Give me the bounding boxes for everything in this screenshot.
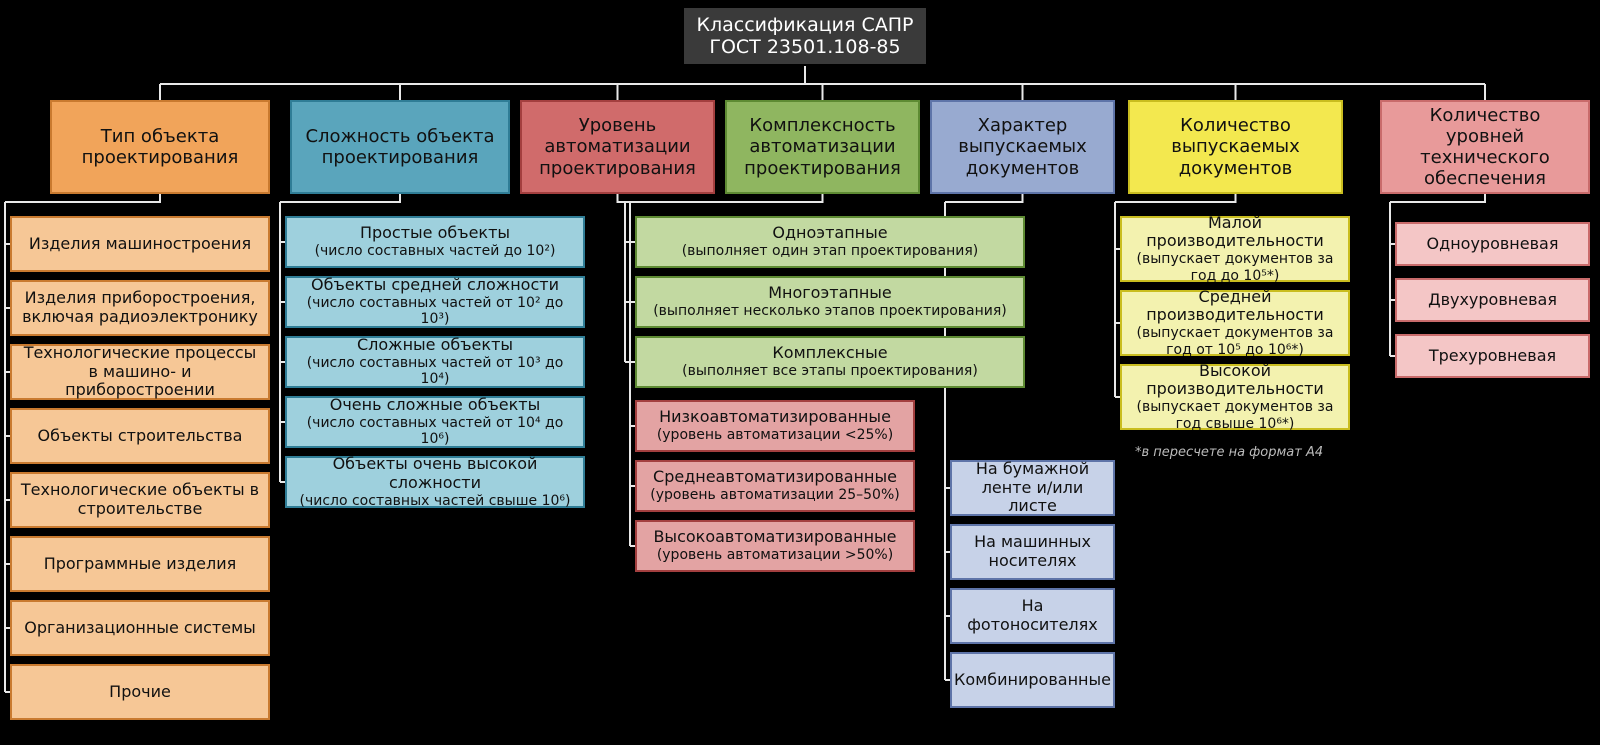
leaf-title: Изделия машиностроения (29, 235, 251, 254)
leaf-subtitle: (уровень автоматизации 25–50%) (650, 487, 899, 504)
category-c6: Количество выпускаемых документов (1128, 100, 1343, 194)
leaf-subtitle: (выполняет все этапы проектирования) (682, 363, 978, 380)
root-title-line1: Классификация САПР (697, 14, 914, 36)
leaf-c3-2: Высокоавтоматизированные(уровень автомат… (635, 520, 915, 572)
leaf-c5-1: На машинных носителях (950, 524, 1115, 580)
leaf-c2-3: Очень сложные объекты(число составных ча… (285, 396, 585, 448)
leaf-c7-1: Двухуровневая (1395, 278, 1590, 322)
leaf-subtitle: (выпускает документов за год свыше 10⁶*) (1130, 399, 1340, 432)
leaf-title: Сложные объекты (357, 336, 513, 355)
leaf-c6-0: Малой производительности(выпускает докум… (1120, 216, 1350, 282)
leaf-title: Одноэтапные (772, 224, 887, 243)
category-c5: Характер выпускаемых документов (930, 100, 1115, 194)
leaf-c6-2: Высокой производительности(выпускает док… (1120, 364, 1350, 430)
leaf-c4-1: Многоэтапные(выполняет несколько этапов … (635, 276, 1025, 328)
leaf-title: Двухуровневая (1428, 291, 1557, 310)
leaf-title: Организационные системы (24, 619, 256, 638)
leaf-title: На машинных носителях (960, 533, 1105, 571)
leaf-subtitle: (уровень автоматизации >50%) (657, 547, 893, 564)
leaf-c1-1: Изделия приборостроения, включая радиоэл… (10, 280, 270, 336)
category-c1: Тип объекта проектирования (50, 100, 270, 194)
leaf-title: Низкоавтоматизированные (659, 408, 891, 427)
leaf-title: Изделия приборостроения, включая радиоэл… (20, 289, 260, 327)
leaf-c2-4: Объекты очень высокой сложности(число со… (285, 456, 585, 508)
leaf-title: Высокой производительности (1130, 362, 1340, 400)
category-label: Характер выпускаемых документов (940, 115, 1105, 179)
leaf-c1-3: Объекты строительства (10, 408, 270, 464)
leaf-subtitle: (число составных частей от 10² до 10³) (295, 295, 575, 328)
leaf-subtitle: (выполняет один этап проектирования) (682, 243, 979, 260)
leaf-subtitle: (выпускает документов за год от 10⁵ до 1… (1130, 325, 1340, 358)
leaf-subtitle: (выполняет несколько этапов проектирован… (653, 303, 1007, 320)
leaf-title: Очень сложные объекты (330, 396, 541, 415)
root-title: Классификация САПРГОСТ 23501.108-85 (682, 6, 928, 66)
leaf-c3-0: Низкоавтоматизированные(уровень автомати… (635, 400, 915, 452)
leaf-title: Технологические объекты в строительстве (20, 481, 260, 519)
category-c2: Сложность объекта проектирования (290, 100, 510, 194)
category-label: Комплексность автоматизации проектирован… (735, 115, 910, 179)
leaf-subtitle: (число составных частей свыше 10⁶) (299, 493, 570, 510)
category-label: Тип объекта проектирования (60, 126, 260, 168)
leaf-c5-2: На фотоносителях (950, 588, 1115, 644)
leaf-c2-1: Объекты средней сложности(число составны… (285, 276, 585, 328)
leaf-c4-0: Одноэтапные(выполняет один этап проектир… (635, 216, 1025, 268)
leaf-c6-1: Средней производительности(выпускает док… (1120, 290, 1350, 356)
leaf-title: Среднеавтоматизированные (653, 468, 897, 487)
leaf-c2-2: Сложные объекты(число составных частей о… (285, 336, 585, 388)
leaf-c1-6: Организационные системы (10, 600, 270, 656)
leaf-c4-2: Комплексные(выполняет все этапы проектир… (635, 336, 1025, 388)
leaf-title: Одноуровневая (1427, 235, 1559, 254)
leaf-c1-5: Программные изделия (10, 536, 270, 592)
leaf-title: На бумажной ленте и/или листе (960, 460, 1105, 517)
leaf-subtitle: (выпускает документов за год до 10⁵*) (1130, 251, 1340, 284)
leaf-title: Комбинированные (954, 671, 1111, 690)
leaf-title: Технологические процессы в машино- и при… (20, 344, 260, 401)
footnote: *в пересчете на формат А4 (1135, 445, 1323, 460)
leaf-title: Малой производительности (1130, 214, 1340, 252)
diagram-canvas: Классификация САПРГОСТ 23501.108-85 Тип о… (0, 0, 1600, 745)
leaf-c1-2: Технологические процессы в машино- и при… (10, 344, 270, 400)
leaf-title: Трехуровневая (1429, 347, 1556, 366)
leaf-c5-3: Комбинированные (950, 652, 1115, 708)
root-title-line2: ГОСТ 23501.108-85 (709, 36, 900, 58)
leaf-c7-0: Одноуровневая (1395, 222, 1590, 266)
leaf-title: Объекты очень высокой сложности (295, 455, 575, 493)
leaf-subtitle: (уровень автоматизации <25%) (657, 427, 893, 444)
leaf-c7-2: Трехуровневая (1395, 334, 1590, 378)
leaf-subtitle: (число составных частей до 10²) (315, 243, 556, 260)
category-label: Количество выпускаемых документов (1138, 115, 1333, 179)
leaf-title: Комплексные (772, 344, 887, 363)
category-c3: Уровень автоматизации проектирования (520, 100, 715, 194)
leaf-title: Объекты средней сложности (311, 276, 559, 295)
leaf-c2-0: Простые объекты(число составных частей д… (285, 216, 585, 268)
category-label: Количество уровней технического обеспече… (1390, 105, 1580, 190)
leaf-title: Программные изделия (44, 555, 237, 574)
leaf-title: На фотоносителях (960, 597, 1105, 635)
leaf-subtitle: (число составных частей от 10⁴ до 10⁶) (295, 415, 575, 448)
leaf-c1-0: Изделия машиностроения (10, 216, 270, 272)
category-c7: Количество уровней технического обеспече… (1380, 100, 1590, 194)
leaf-title: Средней производительности (1130, 288, 1340, 326)
category-c4: Комплексность автоматизации проектирован… (725, 100, 920, 194)
category-label: Сложность объекта проектирования (300, 126, 500, 168)
leaf-c1-4: Технологические объекты в строительстве (10, 472, 270, 528)
leaf-c1-7: Прочие (10, 664, 270, 720)
leaf-subtitle: (число составных частей от 10³ до 10⁴) (295, 355, 575, 388)
leaf-title: Простые объекты (360, 224, 510, 243)
category-label: Уровень автоматизации проектирования (530, 115, 705, 179)
leaf-c3-1: Среднеавтоматизированные(уровень автомат… (635, 460, 915, 512)
leaf-title: Высокоавтоматизированные (653, 528, 896, 547)
leaf-c5-0: На бумажной ленте и/или листе (950, 460, 1115, 516)
leaf-title: Объекты строительства (38, 427, 243, 446)
leaf-title: Прочие (109, 683, 171, 702)
leaf-title: Многоэтапные (768, 284, 892, 303)
